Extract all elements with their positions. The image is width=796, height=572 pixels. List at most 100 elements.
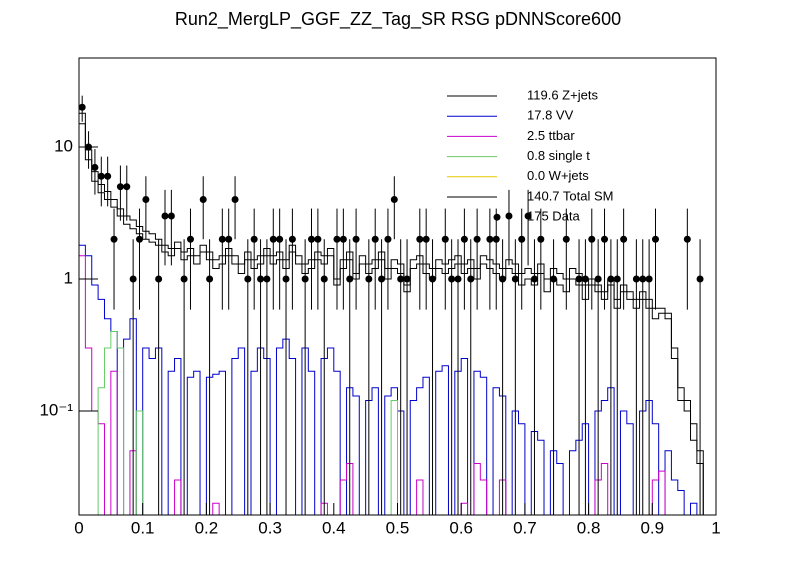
data-point [378, 275, 386, 283]
y-tick-label: 10⁻¹ [39, 400, 73, 419]
data-point [123, 183, 131, 191]
data-point [116, 183, 124, 191]
data-point [333, 235, 341, 243]
data-point [282, 275, 290, 283]
data-point [511, 275, 519, 283]
data-point [79, 103, 86, 111]
legend-marker [493, 213, 501, 221]
plot-area [79, 95, 704, 515]
data-point [467, 275, 475, 283]
x-tick-label: 0.3 [258, 518, 282, 537]
data-point [588, 235, 596, 243]
data-point [492, 235, 500, 243]
data-point [167, 212, 175, 220]
data-point [683, 235, 691, 243]
data-point [257, 275, 265, 283]
data-point [206, 275, 214, 283]
data-point [250, 235, 258, 243]
data-point [441, 235, 449, 243]
data-point [581, 275, 589, 283]
data-point [390, 196, 398, 204]
data-point [110, 235, 118, 243]
x-tick-label: 0.2 [195, 518, 219, 537]
data-point [620, 235, 628, 243]
data-point [613, 275, 621, 283]
histogram-line [79, 123, 704, 515]
legend-label: 0.8 single t [527, 148, 590, 163]
data-point [537, 235, 545, 243]
data-point [639, 275, 647, 283]
x-tick-label: 1 [711, 518, 720, 537]
data-point [448, 275, 456, 283]
data-point [384, 235, 392, 243]
histogram-line [79, 112, 704, 515]
data-point [186, 235, 194, 243]
x-tick-label: 0.8 [577, 518, 601, 537]
data-point [339, 235, 347, 243]
data-point [473, 235, 481, 243]
data-point [352, 235, 360, 243]
data-point [161, 212, 169, 220]
data-point [403, 275, 411, 283]
data-point [136, 235, 144, 243]
data-point [460, 235, 468, 243]
data-point [594, 275, 602, 283]
data-point [562, 235, 570, 243]
data-point [371, 235, 379, 243]
data-point [397, 275, 405, 283]
legend-label: 175 Data [527, 209, 581, 224]
data-point [225, 235, 233, 243]
data-point [276, 235, 284, 243]
data-point [416, 235, 424, 243]
x-tick-label: 0 [74, 518, 83, 537]
data-point [129, 275, 137, 283]
histogram-line [79, 244, 698, 515]
data-point [524, 212, 532, 220]
data-point [505, 212, 513, 220]
histogram-line [79, 255, 666, 515]
data-point [486, 235, 494, 243]
data-point [454, 275, 462, 283]
data-point [314, 235, 322, 243]
x-tick-label: 0.1 [131, 518, 155, 537]
x-tick-label: 0.4 [322, 518, 346, 537]
data-point [651, 235, 659, 243]
data-point [518, 235, 526, 243]
data-point [422, 235, 430, 243]
x-tick-label: 0.7 [513, 518, 537, 537]
legend-label: 0.0 W+jets [527, 168, 589, 183]
data-point [601, 235, 609, 243]
data-point [155, 275, 163, 283]
data-point [97, 172, 105, 180]
data-point [180, 275, 188, 283]
data-point [346, 275, 354, 283]
data-point [530, 275, 538, 283]
data-point [263, 275, 271, 283]
data-point [429, 275, 437, 283]
data-point [607, 275, 615, 283]
data-point [231, 196, 239, 204]
data-point [645, 275, 653, 283]
x-tick-label: 0.6 [449, 518, 473, 537]
y-tick-label: 1 [64, 268, 73, 287]
data-point [218, 235, 226, 243]
data-point [308, 235, 316, 243]
data-point [550, 275, 558, 283]
data-point [320, 275, 328, 283]
data-point [142, 196, 150, 204]
data-point [269, 235, 277, 243]
data-point [288, 235, 296, 243]
legend-label: 17.8 VV [527, 108, 574, 123]
data-point [244, 275, 252, 283]
data-point [575, 275, 583, 283]
data-point [91, 163, 99, 171]
data-point [104, 172, 112, 180]
data-point [199, 196, 207, 204]
y-tick-label: 10 [54, 136, 73, 155]
legend-label: 119.6 Z+jets [527, 87, 598, 102]
legend-label: 2.5 ttbar [527, 128, 575, 143]
data-point [365, 275, 373, 283]
chart-title: Run2_MergLP_GGF_ZZ_Tag_SR RSG pDNNScore6… [175, 9, 621, 30]
data-point [301, 275, 309, 283]
